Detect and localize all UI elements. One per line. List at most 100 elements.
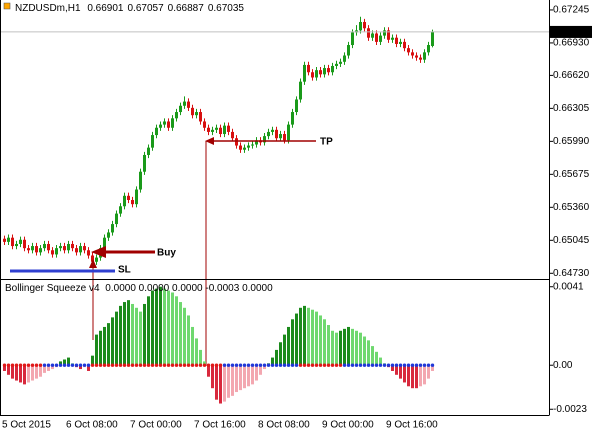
x-tick-label: 8 Oct 08:00 (258, 420, 310, 431)
histogram-bar (355, 330, 358, 366)
histogram-bar (399, 365, 402, 379)
header-text: NZDUSDm,H1 0.66901 0.67057 0.66887 0.67035 (15, 3, 244, 14)
squeeze-dot (70, 363, 75, 367)
squeeze-dot (206, 363, 211, 367)
squeeze-dot (426, 363, 431, 367)
histogram-bar (287, 326, 290, 366)
candle-body (59, 246, 62, 249)
candle-body (75, 248, 78, 253)
candle-body (23, 239, 26, 249)
candle-body (19, 239, 22, 244)
histogram-bar (63, 359, 66, 366)
histogram-bar (299, 307, 302, 366)
candle-body (311, 72, 314, 78)
histogram-bar (59, 361, 62, 366)
histogram-bar (235, 365, 238, 393)
histogram-bar (159, 286, 162, 366)
candle-body (167, 121, 170, 128)
histogram-bar (295, 313, 298, 366)
histogram-bar (243, 365, 246, 389)
histogram-bar (247, 365, 250, 387)
squeeze-dot (74, 363, 79, 367)
candle-body (179, 105, 182, 113)
histogram-bar (419, 365, 422, 387)
squeeze-dot (218, 363, 223, 367)
candle-body (103, 237, 106, 249)
squeeze-dot (102, 363, 107, 367)
histogram-bar (263, 365, 266, 370)
squeeze-dot (274, 363, 279, 367)
histogram-bar (167, 290, 170, 366)
squeeze-dot (422, 363, 427, 367)
candle-body (383, 30, 386, 36)
squeeze-dot (10, 363, 15, 367)
squeeze-dot (386, 363, 391, 367)
header: NZDUSDm,H1 0.66901 0.67057 0.66887 0.67035 … (3, 3, 273, 294)
candle-body (331, 65, 334, 73)
candle-body (243, 147, 246, 150)
histogram-bar (391, 365, 394, 371)
squeeze-dot (2, 363, 7, 367)
squeeze-dot (150, 363, 155, 367)
candle-body (51, 250, 54, 255)
histogram-bar (23, 365, 26, 385)
tp-arrowhead (205, 137, 214, 145)
candle-body (379, 35, 382, 42)
candle-body (419, 57, 422, 60)
squeeze-dot (186, 363, 191, 367)
histogram-bar (311, 309, 314, 366)
histogram-bar (303, 305, 306, 366)
histogram-bar (347, 326, 350, 366)
squeeze-dot (26, 363, 31, 367)
candle-body (71, 243, 74, 249)
candle-body (55, 248, 58, 255)
histogram-bar (103, 326, 106, 366)
candle-body (235, 138, 238, 146)
squeeze-dot (50, 363, 55, 367)
histogram-bar (343, 328, 346, 366)
y-tick-label: 0.65675 (553, 169, 590, 180)
candle-body (151, 135, 154, 148)
candle-body (15, 243, 18, 247)
histogram-bar (275, 349, 278, 366)
histogram-bar (119, 305, 122, 366)
histogram-bar (231, 365, 234, 396)
header-close: 0.67035 (208, 3, 245, 14)
candle-body (119, 206, 122, 214)
candle-body (359, 21, 362, 31)
histogram-bar (203, 361, 206, 366)
candle-body (271, 129, 274, 132)
candle-body (175, 112, 178, 119)
squeeze-dot (222, 363, 227, 367)
squeeze-dot (174, 363, 179, 367)
histogram-bar (371, 346, 374, 366)
squeeze-dot (402, 363, 407, 367)
squeeze-dot (30, 363, 35, 367)
candle-body (47, 243, 50, 251)
candle-body (95, 257, 98, 262)
histogram-bar (31, 365, 34, 381)
squeeze-dot (362, 363, 367, 367)
candle-body (347, 45, 350, 56)
candle-body (203, 121, 206, 128)
candle-body (307, 64, 310, 73)
candle-body (159, 124, 162, 128)
price-label: 0.67035 (553, 27, 590, 38)
squeeze-dot (162, 363, 167, 367)
marks: 0.67245 0.66930 0.66620 0.66305 0.65990 0.656… (0, 5, 592, 431)
candle-body (31, 246, 34, 251)
candle-body (7, 237, 10, 242)
histogram-bar (19, 365, 22, 383)
x-tick-label: 6 Oct 08:00 (66, 420, 118, 431)
histogram-bar (3, 365, 6, 371)
squeeze-dot (90, 363, 95, 367)
squeeze-dot (354, 363, 359, 367)
histogram-bar (379, 357, 382, 366)
squeeze-dot (398, 363, 403, 367)
histogram-bar (151, 290, 154, 366)
histogram-bar (163, 288, 166, 366)
squeeze-dot (358, 363, 363, 367)
candle-body (251, 144, 254, 146)
squeeze-dot (238, 363, 243, 367)
squeeze-dot (410, 363, 415, 367)
